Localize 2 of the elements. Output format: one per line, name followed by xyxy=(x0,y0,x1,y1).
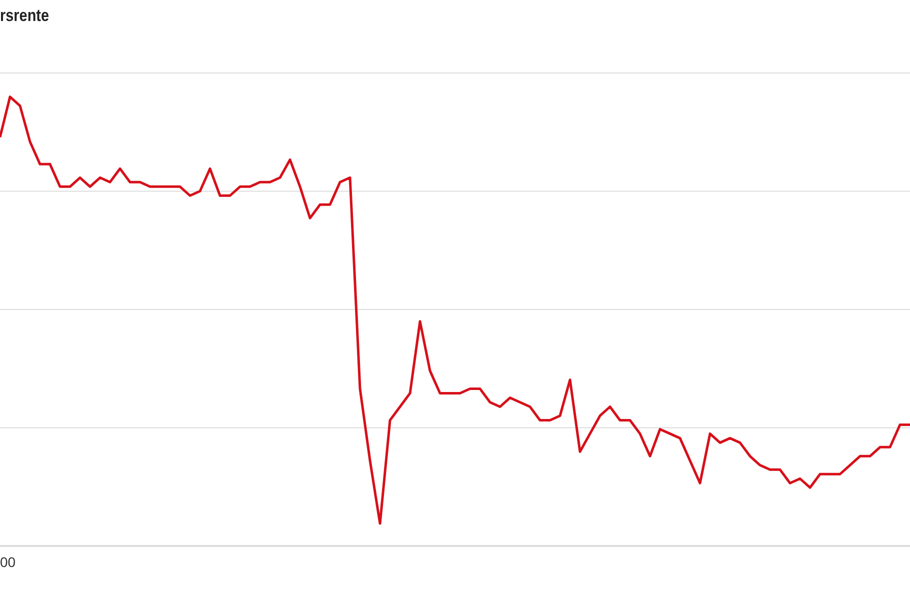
chart-title: rsrente xyxy=(0,6,49,26)
text: 00 xyxy=(0,554,16,570)
